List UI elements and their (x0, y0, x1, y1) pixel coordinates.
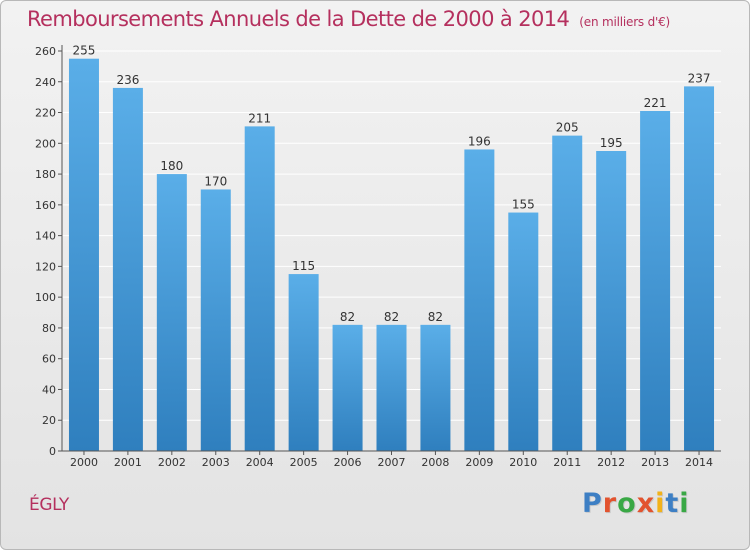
y-tick-label: 160 (35, 199, 56, 212)
y-tick-label: 260 (35, 45, 56, 58)
bar-value-label: 196 (468, 134, 491, 148)
bar (112, 87, 143, 451)
x-tick-label: 2004 (246, 456, 274, 469)
y-tick-label: 100 (35, 291, 56, 304)
bar (156, 174, 187, 452)
x-tick-label: 2002 (158, 456, 186, 469)
y-tick-label: 220 (35, 107, 56, 120)
commune-name: ÉGLY (29, 495, 69, 515)
x-tick-label: 2012 (597, 456, 625, 469)
bar (596, 151, 627, 451)
x-tick-label: 2000 (70, 456, 98, 469)
bar (288, 274, 319, 451)
x-tick-label: 2009 (465, 456, 493, 469)
proxiti-logo[interactable]: Proxiti (582, 488, 690, 519)
bar-value-label: 170 (204, 174, 227, 188)
bar (244, 126, 275, 451)
x-tick-label: 2010 (509, 456, 537, 469)
chart-title: Remboursements Annuels de la Dette de 20… (27, 7, 570, 31)
y-tick-label: 200 (35, 137, 56, 150)
x-tick-label: 2001 (114, 456, 142, 469)
bar-value-label: 82 (384, 310, 399, 324)
chart-subtitle: (en milliers d'€) (579, 15, 671, 29)
bar-value-label: 205 (556, 121, 579, 135)
bar (420, 324, 451, 451)
x-tick-label: 2014 (685, 456, 713, 469)
bar (332, 324, 363, 451)
bar-value-label: 211 (248, 111, 271, 125)
y-tick-label: 140 (35, 230, 56, 243)
chart-title-line: Remboursements Annuels de la Dette de 20… (27, 7, 670, 31)
bar-value-label: 82 (428, 310, 443, 324)
bar-value-label: 221 (644, 96, 667, 110)
bar-value-label: 255 (73, 44, 96, 58)
logo-letter: x (636, 488, 656, 519)
axes: 0 20 40 60 80 100 120 140 160 180 200 220 240 260 2000… (35, 45, 721, 469)
logo-letter: P (582, 488, 603, 519)
bar-value-label: 195 (600, 136, 623, 150)
logo-letter: t (665, 488, 680, 519)
x-tick-label: 2003 (202, 456, 230, 469)
bar (68, 58, 99, 451)
logo-letter: r (602, 488, 618, 519)
y-tick-label: 120 (35, 260, 56, 273)
logo-letter: i (679, 488, 690, 519)
bar-value-label: 180 (160, 159, 183, 173)
logo-letter: o (617, 488, 637, 519)
bar-value-label: 155 (512, 198, 535, 212)
y-tick-label: 20 (42, 414, 56, 427)
bar (640, 111, 671, 451)
bar-value-label: 115 (292, 259, 315, 273)
x-tick-label: 2008 (421, 456, 449, 469)
bar (200, 189, 231, 451)
x-tick-label: 2006 (334, 456, 362, 469)
bar-value-label: 82 (340, 310, 355, 324)
y-tick-label: 40 (42, 383, 56, 396)
x-tick-label: 2007 (378, 456, 406, 469)
bar (376, 324, 407, 451)
x-tick-label: 2005 (290, 456, 318, 469)
logo-letter: i (655, 488, 666, 519)
y-tick-label: 60 (42, 353, 56, 366)
y-tick-label: 80 (42, 322, 56, 335)
bar (464, 149, 495, 451)
bar (552, 135, 583, 451)
y-tick-label: 180 (35, 168, 56, 181)
bars: 255 236 180 170 211 115 82 82 82 196 155 205 195 221 2… (68, 44, 715, 452)
y-tick-label: 0 (49, 445, 56, 458)
x-tick-label: 2013 (641, 456, 669, 469)
bar-value-label: 236 (116, 73, 139, 87)
y-tick-label: 240 (35, 76, 56, 89)
bar (508, 212, 539, 451)
bar (684, 86, 715, 451)
bar-value-label: 237 (688, 71, 711, 85)
x-tick-label: 2011 (553, 456, 581, 469)
